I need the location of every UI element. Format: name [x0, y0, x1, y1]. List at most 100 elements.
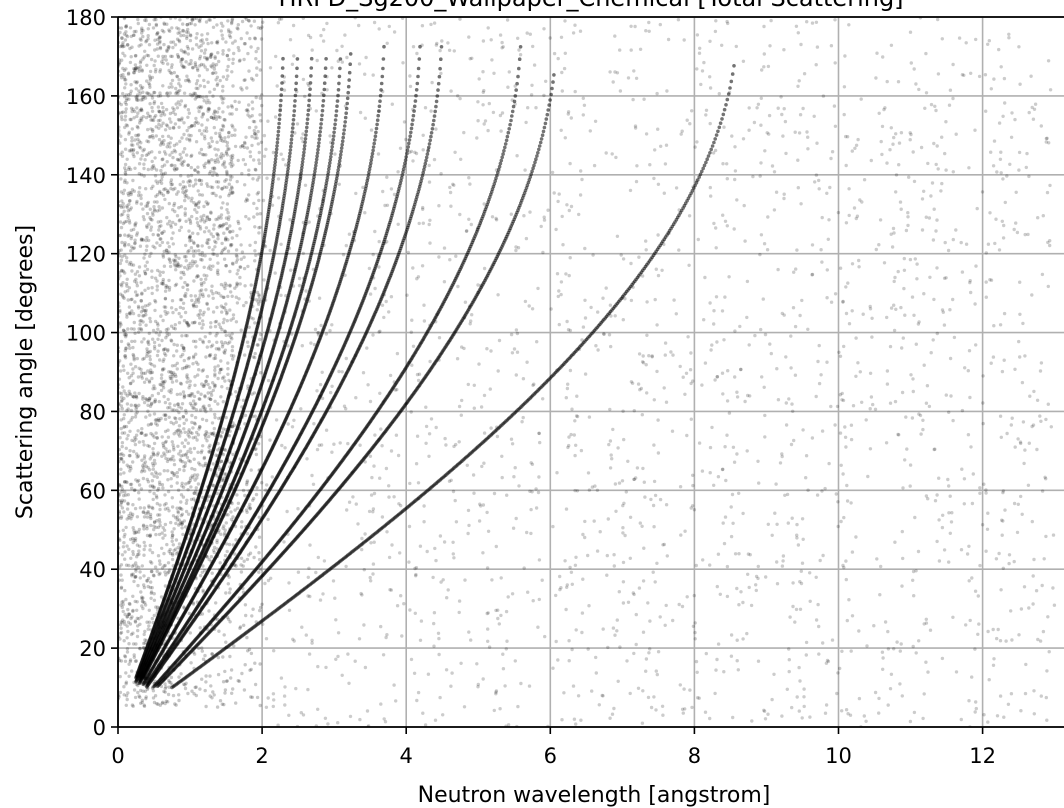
- scatter-point: [160, 566, 165, 570]
- scatter-point: [119, 258, 124, 262]
- scatter-point: [897, 141, 902, 145]
- scatter-point: [153, 209, 157, 213]
- scatter-point: [688, 688, 692, 692]
- scatter-point: [1000, 369, 1005, 374]
- scatter-point: [156, 702, 160, 706]
- scatter-point: [929, 351, 933, 355]
- scatter-point: [924, 51, 928, 56]
- scatter-point: [951, 237, 955, 242]
- scatter-point: [525, 360, 529, 364]
- scatter-point: [190, 474, 194, 478]
- scatter-point: [186, 488, 190, 492]
- scatter-point: [184, 243, 188, 248]
- scatter-point: [182, 395, 186, 400]
- scatter-point: [125, 402, 130, 406]
- scatter-point: [157, 35, 162, 39]
- scatter-point: [816, 359, 820, 364]
- scatter-point: [151, 696, 156, 700]
- scatter-point: [225, 226, 230, 231]
- scatter-point: [210, 191, 214, 196]
- scatter-point: [129, 249, 133, 253]
- scatter-point: [456, 94, 460, 98]
- scatter-point: [128, 482, 133, 487]
- scatter-point: [169, 420, 173, 425]
- scatter-point: [151, 464, 156, 468]
- scatter-point: [407, 524, 412, 529]
- scatter-point: [142, 400, 147, 405]
- scatter-point: [233, 99, 237, 104]
- scatter-point: [925, 384, 930, 388]
- scatter-point: [198, 151, 202, 155]
- scatter-point: [162, 347, 166, 351]
- scatter-point: [944, 393, 948, 397]
- scatter-point: [131, 540, 135, 545]
- scatter-point: [289, 268, 293, 272]
- scatter-point: [123, 356, 128, 360]
- scatter-point: [243, 603, 248, 607]
- scatter-point: [161, 105, 165, 110]
- scatter-point: [183, 265, 187, 270]
- scatter-point: [142, 217, 146, 222]
- scatter-point: [652, 443, 656, 447]
- scatter-point: [137, 67, 141, 71]
- scatter-point: [421, 221, 425, 225]
- scatter-point: [157, 225, 162, 229]
- scatter-point: [152, 458, 157, 463]
- scatter-point: [222, 231, 226, 235]
- scatter-point: [133, 365, 138, 369]
- scatter-point: [126, 216, 130, 220]
- scatter-point: [796, 84, 800, 89]
- scatter-point: [190, 403, 194, 407]
- scatter-point: [332, 442, 336, 446]
- scatter-point: [126, 501, 130, 505]
- scatter-point: [206, 391, 210, 395]
- scatter-point: [119, 515, 124, 519]
- scatter-point: [169, 338, 173, 342]
- scatter-point: [1015, 230, 1020, 235]
- scatter-point: [1044, 477, 1048, 481]
- scatter-point: [181, 28, 185, 33]
- scatter-point: [554, 593, 558, 598]
- scatter-point: [131, 345, 135, 350]
- scatter-point: [155, 241, 159, 245]
- scatter-point: [120, 43, 125, 47]
- scatter-point: [224, 264, 228, 268]
- scatter-point: [182, 444, 187, 449]
- scatter-point: [509, 212, 513, 216]
- scatter-point: [223, 688, 228, 692]
- scatter-point: [204, 95, 209, 99]
- scatter-point: [152, 441, 157, 446]
- scatter-point: [141, 34, 145, 39]
- scatter-point: [187, 183, 192, 188]
- scatter-point: [333, 596, 337, 600]
- scatter-point: [208, 257, 212, 261]
- scatter-point: [126, 327, 130, 331]
- scatter-point: [700, 469, 705, 473]
- scatter-point: [509, 332, 514, 337]
- scatter-point: [178, 158, 182, 162]
- scatter-point: [243, 162, 248, 167]
- scatter-point: [143, 158, 147, 162]
- scatter-point: [154, 168, 159, 172]
- scatter-point: [166, 561, 171, 565]
- scatter-point: [857, 629, 861, 633]
- scatter-point: [223, 329, 227, 334]
- scatter-point: [310, 473, 314, 478]
- scatter-point: [125, 517, 129, 521]
- scatter-point: [446, 588, 450, 592]
- scatter-point: [713, 29, 718, 34]
- scatter-point: [120, 36, 124, 40]
- scatter-point: [123, 659, 128, 663]
- scatter-point: [935, 493, 939, 497]
- scatter-point: [477, 519, 482, 523]
- scatter-point: [118, 321, 123, 325]
- scatter-point: [522, 214, 526, 218]
- scatter-point: [225, 54, 230, 58]
- scatter-point: [978, 491, 982, 495]
- scatter-point: [984, 488, 988, 492]
- scatter-point: [641, 579, 646, 583]
- scatter-point: [498, 113, 503, 118]
- scatter-point: [193, 121, 197, 125]
- scatter-point: [242, 57, 246, 62]
- scatter-point: [169, 120, 173, 124]
